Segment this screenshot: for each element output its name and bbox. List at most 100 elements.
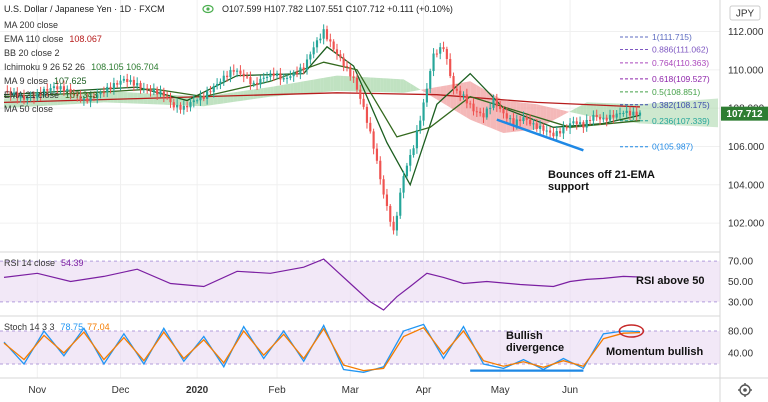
cloud-segment	[67, 93, 71, 105]
cloud-segment	[4, 98, 8, 109]
candle-body	[375, 148, 379, 161]
candlesticks[interactable]	[6, 24, 642, 236]
candle-body	[242, 73, 245, 77]
cloud-segment	[263, 87, 268, 98]
stoch-tick: 40.00	[728, 349, 753, 360]
fib-label: 0(105.987)	[652, 142, 693, 152]
stoch-legend-label: Stoch 14 3 3	[4, 322, 55, 332]
candle-body	[62, 86, 66, 92]
candle-body	[109, 86, 112, 90]
candle-body	[605, 117, 608, 121]
cloud-segment	[403, 79, 407, 93]
candle-body	[409, 154, 412, 166]
price-tick: 104.000	[728, 180, 765, 191]
candle-body	[552, 132, 555, 137]
time-tick: Apr	[416, 385, 432, 396]
legend-label: BB 20 close 2	[4, 48, 60, 58]
cloud-segment	[593, 102, 597, 118]
candle-body	[592, 114, 595, 121]
candle-body	[216, 83, 219, 87]
cloud-segment	[290, 83, 294, 95]
candle-body	[295, 72, 299, 74]
candle-body	[199, 96, 202, 101]
candle-body	[422, 102, 425, 121]
eye-icon[interactable]	[202, 4, 214, 14]
candle-body	[252, 82, 255, 85]
candle-body	[292, 72, 295, 77]
cloud-segment	[47, 94, 51, 106]
candle-body	[415, 130, 418, 149]
time-axis[interactable]: Nov Dec 2020 Feb Mar Apr May Jun	[28, 385, 578, 396]
candle-body	[146, 88, 149, 90]
cloud-segment	[383, 78, 387, 93]
cloud-segment	[433, 87, 437, 100]
candle-body	[449, 58, 452, 77]
candle-body	[239, 70, 242, 74]
rsi-legend[interactable]: RSI 14 close 54.39	[4, 258, 84, 268]
ma-line	[3, 92, 641, 108]
candle-body	[315, 40, 319, 48]
stoch-legend[interactable]: Stoch 14 3 3 78.75 77.04	[4, 322, 110, 332]
candle-body	[395, 215, 399, 231]
candle-body	[635, 111, 638, 116]
cloud-segment	[566, 111, 571, 114]
candle-body	[332, 41, 335, 50]
cloud-segment	[280, 84, 284, 96]
candle-body	[442, 47, 445, 50]
candle-body	[86, 98, 89, 102]
cloud-segment	[550, 107, 554, 123]
stoch-legend-k: 78.75	[61, 322, 84, 332]
time-tick: Nov	[28, 385, 46, 396]
cloud-segment	[546, 106, 551, 124]
trendline[interactable]	[496, 118, 584, 152]
cloud-segment	[573, 107, 577, 114]
fib-label: 1(111.715)	[652, 32, 692, 42]
candle-body	[282, 78, 285, 80]
fib-label: 0.236(107.339)	[652, 116, 710, 126]
candle-body	[102, 92, 105, 94]
candle-body	[345, 66, 349, 68]
candle-body	[172, 102, 175, 108]
cloud-segment	[436, 86, 441, 102]
candle-body	[112, 83, 115, 90]
candle-body	[525, 117, 528, 120]
candle-body	[439, 47, 442, 54]
cloud-segment	[123, 92, 128, 104]
candle-body	[535, 123, 538, 129]
legend-label: Ichimoku 9 26 52 26	[4, 62, 85, 72]
candle-body	[435, 53, 438, 55]
candle-body	[302, 67, 305, 70]
currency-badge[interactable]	[729, 5, 761, 21]
candle-body	[608, 114, 612, 121]
candle-body	[492, 98, 495, 108]
rsi-tick: 50.00	[728, 277, 753, 288]
candle-body	[272, 73, 275, 76]
candle-body	[572, 121, 575, 124]
candle-body	[49, 88, 52, 91]
candle-body	[602, 117, 605, 120]
candle-body	[42, 88, 46, 96]
candle-body	[588, 119, 592, 121]
time-tick: May	[491, 385, 510, 396]
candle-body	[212, 86, 215, 93]
candle-body	[222, 75, 225, 82]
candle-body	[469, 103, 472, 105]
cloud-segment	[350, 76, 354, 92]
price-tick: 112.000	[728, 27, 764, 38]
candle-body	[419, 120, 422, 131]
cloud-segment	[120, 91, 124, 104]
cloud-segment	[553, 108, 557, 121]
candle-body	[405, 165, 408, 177]
candle-body	[19, 95, 22, 99]
candle-body	[156, 88, 159, 95]
gear-icon[interactable]	[738, 383, 752, 397]
candle-body	[319, 38, 322, 41]
last-price: 107.712	[726, 109, 763, 120]
indicator-legend[interactable]: MA 200 close EMA 110 close 108.067 BB 20 cl…	[4, 20, 159, 114]
candle-body	[32, 96, 36, 99]
candle-body	[342, 57, 345, 67]
cloud-segment	[476, 85, 481, 124]
ema-bounce-line-2: support	[548, 181, 589, 193]
